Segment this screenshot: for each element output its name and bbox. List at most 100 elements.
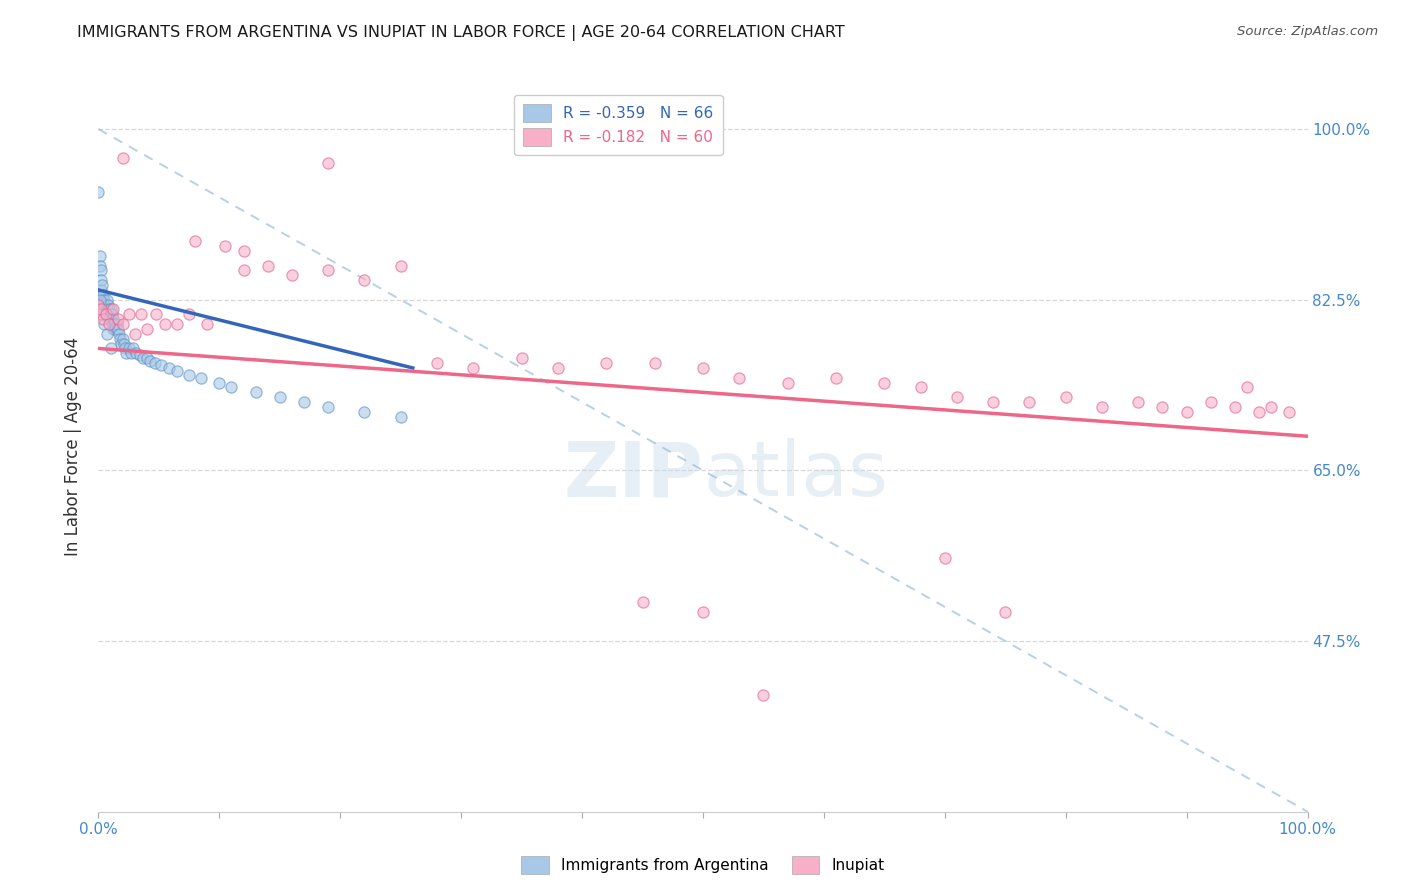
Point	[946, 390, 969, 404]
Point	[105, 317, 128, 331]
Point	[510, 351, 533, 366]
Point	[91, 288, 114, 302]
Point	[184, 234, 207, 248]
Point	[150, 358, 173, 372]
Point	[91, 278, 114, 293]
Point	[100, 312, 122, 326]
Point	[101, 302, 124, 317]
Point	[221, 380, 243, 394]
Point	[118, 342, 141, 356]
Point	[110, 336, 132, 351]
Point	[316, 263, 339, 277]
Point	[179, 307, 201, 321]
Point	[93, 302, 115, 317]
Point	[107, 312, 129, 326]
Point	[873, 376, 896, 390]
Point	[166, 364, 188, 378]
Point	[1249, 405, 1271, 419]
Point	[124, 326, 146, 341]
Point	[91, 312, 114, 326]
Point	[89, 249, 111, 263]
Point	[1236, 380, 1258, 394]
Point	[1018, 395, 1040, 409]
Point	[981, 395, 1004, 409]
Point	[692, 605, 714, 619]
Point	[107, 322, 129, 336]
Point	[111, 151, 134, 165]
Point	[752, 688, 775, 702]
Point	[98, 317, 121, 331]
Point	[190, 370, 212, 384]
Point	[128, 348, 150, 362]
Point	[90, 302, 112, 317]
Point	[728, 370, 751, 384]
Text: ZIP: ZIP	[564, 438, 703, 512]
Point	[108, 326, 131, 341]
Point	[389, 409, 412, 424]
Point	[89, 293, 111, 307]
Point	[115, 346, 138, 360]
Point	[111, 332, 134, 346]
Point	[94, 307, 117, 321]
Point	[245, 385, 267, 400]
Point	[292, 395, 315, 409]
Point	[353, 405, 375, 419]
Point	[389, 259, 412, 273]
Point	[100, 302, 122, 317]
Point	[129, 307, 152, 321]
Point	[316, 156, 339, 170]
Point	[143, 356, 166, 370]
Point	[139, 354, 162, 368]
Point	[91, 302, 114, 317]
Point	[463, 361, 485, 376]
Point	[90, 263, 112, 277]
Point	[96, 302, 118, 317]
Point	[547, 361, 569, 376]
Point	[101, 312, 124, 326]
Point	[595, 356, 617, 370]
Point	[1128, 395, 1150, 409]
Point	[90, 283, 112, 297]
Point	[195, 317, 218, 331]
Point	[232, 263, 254, 277]
Point	[91, 288, 114, 302]
Point	[104, 322, 127, 336]
Point	[97, 307, 120, 321]
Point	[153, 317, 176, 331]
Point	[93, 293, 115, 307]
Point	[1054, 390, 1077, 404]
Point	[114, 342, 136, 356]
Point	[825, 370, 848, 384]
Point	[132, 351, 155, 366]
Point	[97, 297, 120, 311]
Point	[353, 273, 375, 287]
Point	[100, 307, 122, 321]
Point	[692, 361, 714, 376]
Point	[98, 312, 121, 326]
Point	[1175, 405, 1198, 419]
Point	[145, 307, 167, 321]
Point	[118, 307, 141, 321]
Point	[631, 595, 654, 609]
Point	[98, 302, 121, 317]
Point	[256, 259, 278, 273]
Point	[125, 346, 148, 360]
Point	[94, 307, 117, 321]
Point	[281, 268, 304, 283]
Point	[96, 326, 118, 341]
Text: IMMIGRANTS FROM ARGENTINA VS INUPIAT IN LABOR FORCE | AGE 20-64 CORRELATION CHAR: IMMIGRANTS FROM ARGENTINA VS INUPIAT IN …	[77, 25, 845, 41]
Point	[87, 186, 110, 200]
Point	[122, 342, 145, 356]
Point	[91, 307, 114, 321]
Point	[112, 336, 135, 351]
Point	[100, 342, 122, 356]
Point	[87, 297, 110, 311]
Point	[108, 332, 131, 346]
Point	[101, 322, 124, 336]
Point	[91, 293, 114, 307]
Point	[1260, 400, 1282, 414]
Point	[1152, 400, 1174, 414]
Point	[1278, 405, 1301, 419]
Point	[166, 317, 188, 331]
Text: Source: ZipAtlas.com: Source: ZipAtlas.com	[1237, 25, 1378, 38]
